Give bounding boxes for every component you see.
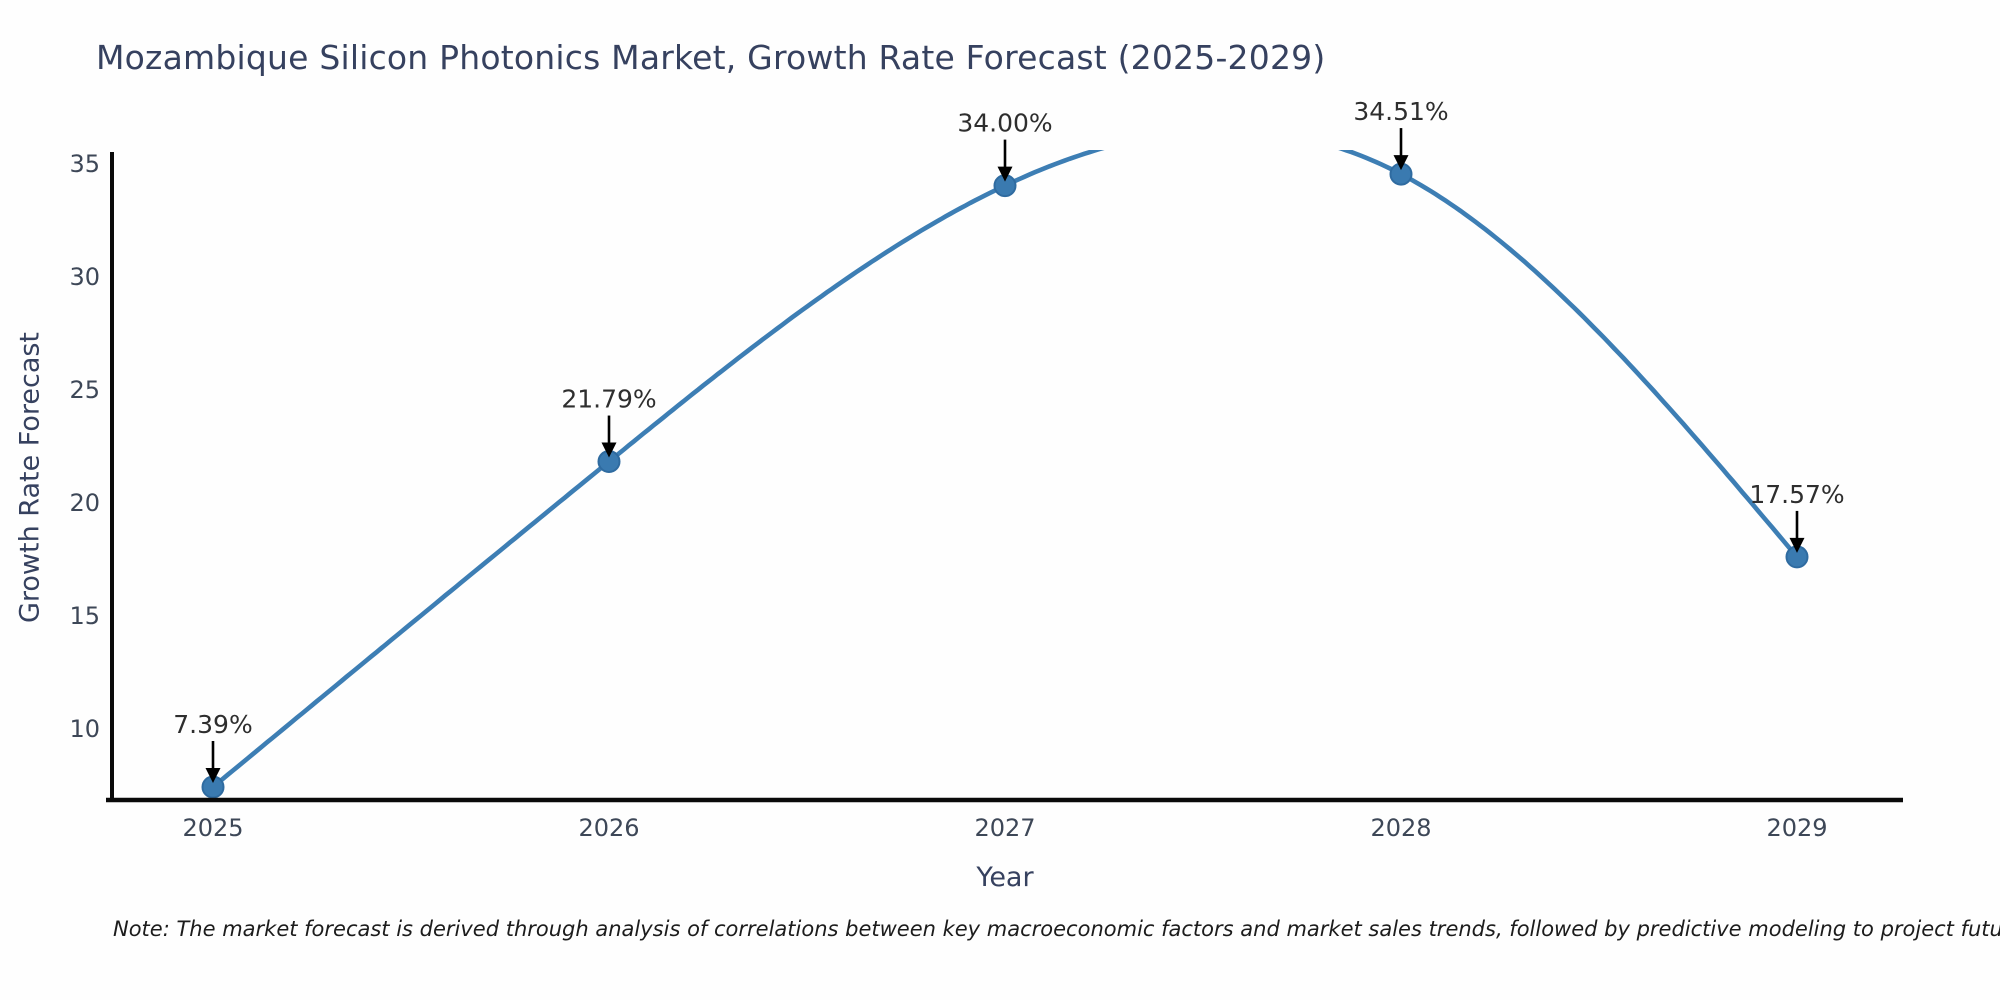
- y-tick-label: 25: [69, 376, 100, 404]
- x-tick-label: 2027: [974, 814, 1035, 842]
- x-tick-label: 2025: [182, 814, 243, 842]
- annotation-arrow-head: [601, 442, 617, 458]
- forecast-line-group: [201, 150, 1809, 799]
- point-annotation-label: 34.00%: [957, 109, 1052, 138]
- footnote: Note: The market forecast is derived thr…: [113, 917, 2000, 941]
- point-annotation-label: 34.51%: [1353, 97, 1448, 126]
- x-tick-label: 2026: [578, 814, 639, 842]
- y-tick-label: 35: [69, 150, 100, 178]
- y-tick-label: 10: [69, 715, 100, 743]
- annotation-arrow-head: [1789, 537, 1805, 553]
- annotation-arrow-head: [205, 767, 221, 783]
- x-tick-label: 2029: [1766, 814, 1827, 842]
- x-axis-label: Year: [976, 862, 1034, 893]
- forecast-line: [210, 150, 1800, 790]
- point-annotation-label: 21.79%: [561, 385, 656, 414]
- y-tick-label: 20: [69, 489, 100, 517]
- chart-title: Mozambique Silicon Photonics Market, Gro…: [96, 38, 1326, 77]
- point-annotation-label: 7.39%: [173, 710, 252, 739]
- y-tick-label: 15: [69, 602, 100, 630]
- y-tick-label: 30: [69, 263, 100, 291]
- annotation-arrow-head: [997, 166, 1013, 182]
- annotation-arrow-head: [1393, 155, 1409, 171]
- point-annotation-label: 17.57%: [1749, 480, 1844, 509]
- x-tick-label: 2028: [1370, 814, 1431, 842]
